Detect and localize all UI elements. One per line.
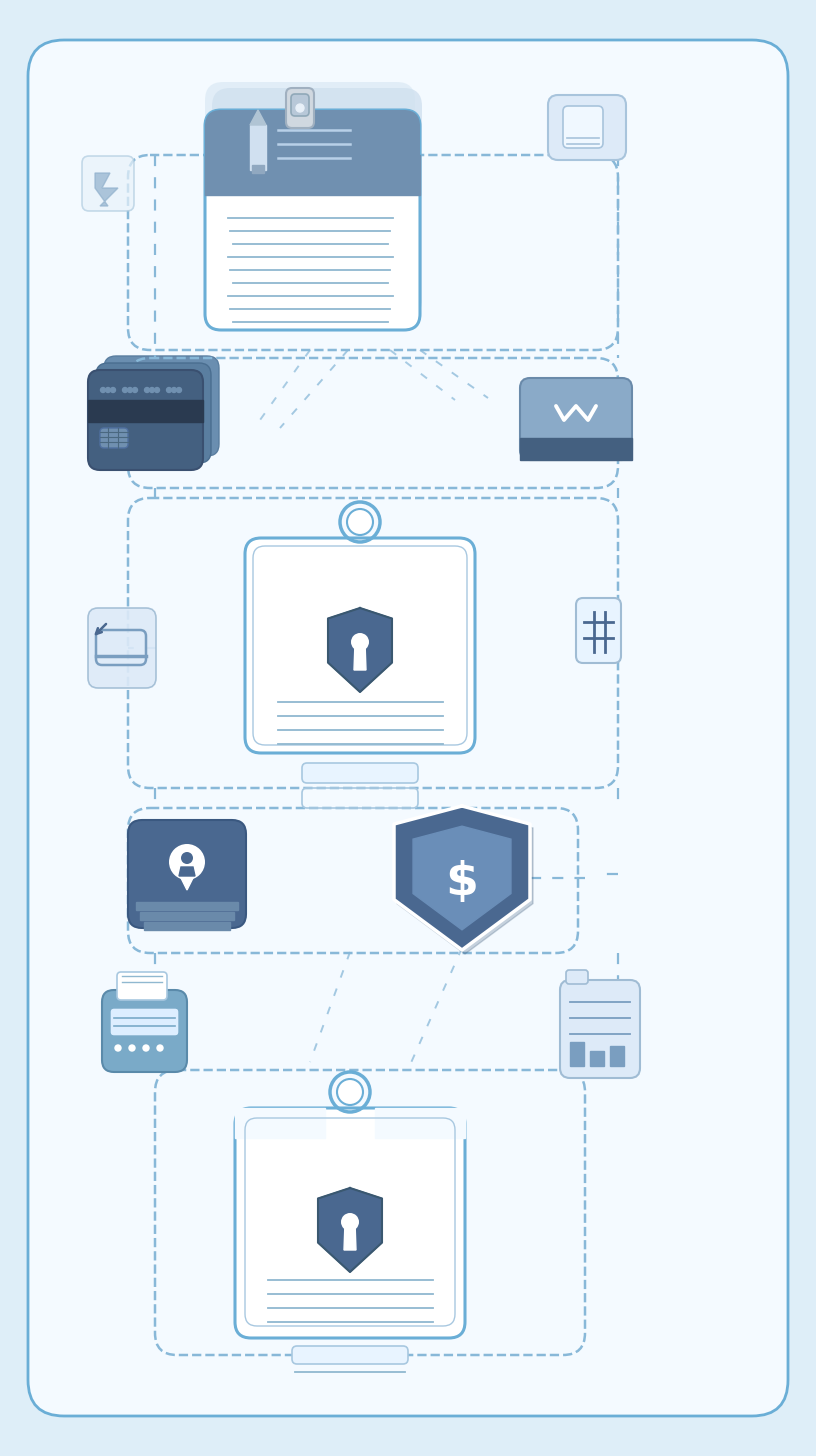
Bar (610, 1045, 624, 1066)
FancyBboxPatch shape (205, 82, 415, 312)
Polygon shape (328, 609, 392, 692)
Bar (205, 154, 420, 195)
Bar (252, 165, 264, 173)
Circle shape (347, 510, 373, 534)
Circle shape (143, 1045, 149, 1051)
Circle shape (127, 387, 132, 393)
FancyBboxPatch shape (205, 111, 420, 331)
FancyBboxPatch shape (292, 1345, 408, 1364)
Circle shape (157, 1045, 163, 1051)
Polygon shape (250, 111, 266, 125)
Bar (88, 400, 203, 422)
Circle shape (166, 387, 171, 393)
Circle shape (181, 852, 193, 863)
Polygon shape (95, 173, 118, 205)
Circle shape (341, 1213, 359, 1230)
Circle shape (351, 633, 369, 651)
FancyBboxPatch shape (291, 95, 309, 116)
FancyBboxPatch shape (286, 87, 314, 128)
FancyBboxPatch shape (566, 970, 588, 984)
FancyBboxPatch shape (563, 106, 603, 149)
FancyBboxPatch shape (235, 1108, 465, 1338)
Circle shape (105, 387, 110, 393)
Circle shape (171, 387, 176, 393)
Circle shape (122, 387, 127, 393)
FancyBboxPatch shape (560, 980, 640, 1077)
FancyBboxPatch shape (82, 156, 134, 211)
FancyBboxPatch shape (117, 973, 167, 1000)
Bar (140, 911, 234, 920)
FancyBboxPatch shape (520, 379, 632, 460)
FancyBboxPatch shape (576, 598, 621, 662)
Text: $: $ (446, 859, 478, 904)
Polygon shape (413, 826, 511, 930)
Bar (590, 1051, 604, 1066)
FancyBboxPatch shape (212, 87, 422, 317)
Circle shape (149, 387, 154, 393)
Circle shape (176, 387, 181, 393)
Circle shape (154, 387, 159, 393)
FancyBboxPatch shape (104, 357, 219, 456)
Circle shape (296, 103, 304, 112)
FancyBboxPatch shape (100, 428, 128, 448)
Bar (375, 1108, 465, 1139)
FancyBboxPatch shape (88, 370, 203, 470)
FancyBboxPatch shape (28, 39, 788, 1417)
Circle shape (100, 387, 105, 393)
Polygon shape (344, 1222, 356, 1251)
Circle shape (115, 1045, 121, 1051)
Circle shape (169, 844, 205, 879)
Circle shape (110, 387, 116, 393)
FancyBboxPatch shape (548, 95, 626, 160)
FancyBboxPatch shape (96, 363, 211, 463)
Polygon shape (397, 810, 533, 954)
Circle shape (129, 1045, 135, 1051)
FancyBboxPatch shape (88, 609, 156, 689)
FancyBboxPatch shape (128, 820, 246, 927)
FancyBboxPatch shape (102, 990, 187, 1072)
Bar (144, 922, 230, 930)
Circle shape (144, 387, 149, 393)
FancyBboxPatch shape (110, 1008, 179, 1037)
Polygon shape (318, 1188, 382, 1273)
FancyBboxPatch shape (302, 763, 418, 783)
Bar (235, 1108, 325, 1139)
Polygon shape (175, 866, 199, 890)
Circle shape (337, 1079, 363, 1105)
Bar (136, 903, 238, 910)
FancyBboxPatch shape (205, 111, 420, 195)
Polygon shape (179, 866, 195, 877)
Polygon shape (394, 807, 530, 949)
FancyBboxPatch shape (245, 539, 475, 753)
Bar (570, 1042, 584, 1066)
Bar (250, 125, 266, 170)
Circle shape (132, 387, 138, 393)
Polygon shape (354, 642, 366, 670)
Bar (520, 438, 632, 460)
